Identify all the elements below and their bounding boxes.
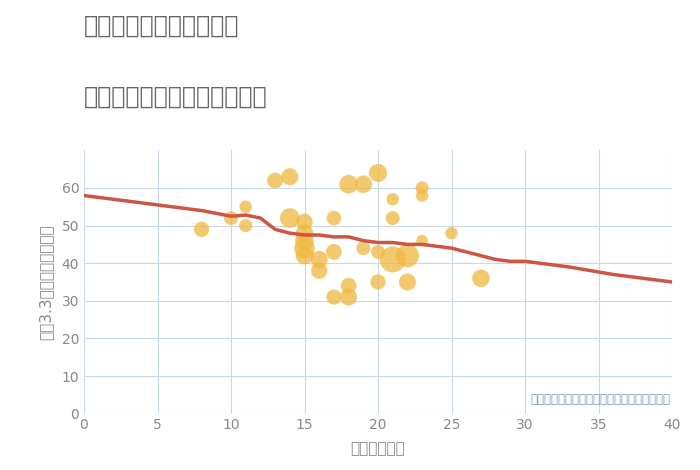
Point xyxy=(387,214,398,222)
Point xyxy=(446,229,457,237)
Point xyxy=(475,274,486,282)
Point xyxy=(299,218,310,226)
Text: 円の大きさは、取引のあった物件面積を示す: 円の大きさは、取引のあった物件面積を示す xyxy=(531,393,671,406)
Point xyxy=(240,222,251,229)
Point xyxy=(328,248,339,256)
Point xyxy=(225,214,237,222)
Point xyxy=(372,169,384,177)
Point xyxy=(328,293,339,301)
Point xyxy=(402,278,413,286)
Point xyxy=(343,282,354,290)
Point xyxy=(314,256,325,263)
Point xyxy=(343,180,354,188)
Point xyxy=(284,173,295,180)
Point xyxy=(358,244,369,252)
Point xyxy=(299,244,310,252)
Point xyxy=(299,229,310,237)
Point xyxy=(402,252,413,259)
Point xyxy=(284,214,295,222)
Point xyxy=(416,237,428,244)
Point xyxy=(387,196,398,203)
Point xyxy=(240,203,251,211)
Point xyxy=(416,184,428,192)
Point xyxy=(299,252,310,259)
Point xyxy=(270,177,281,184)
Point xyxy=(387,256,398,263)
Text: 築年数別中古マンション価格: 築年数別中古マンション価格 xyxy=(84,85,267,109)
X-axis label: 築年数（年）: 築年数（年） xyxy=(351,441,405,456)
Point xyxy=(328,214,339,222)
Point xyxy=(416,192,428,199)
Point xyxy=(196,226,207,233)
Point xyxy=(299,237,310,244)
Point xyxy=(343,293,354,301)
Point xyxy=(358,180,369,188)
Point xyxy=(372,248,384,256)
Point xyxy=(314,267,325,274)
Text: 千葉県市原市ちはら台南: 千葉県市原市ちはら台南 xyxy=(84,14,239,38)
Point xyxy=(372,278,384,286)
Y-axis label: 平（3.3㎡）単価（万円）: 平（3.3㎡）単価（万円） xyxy=(38,224,53,340)
